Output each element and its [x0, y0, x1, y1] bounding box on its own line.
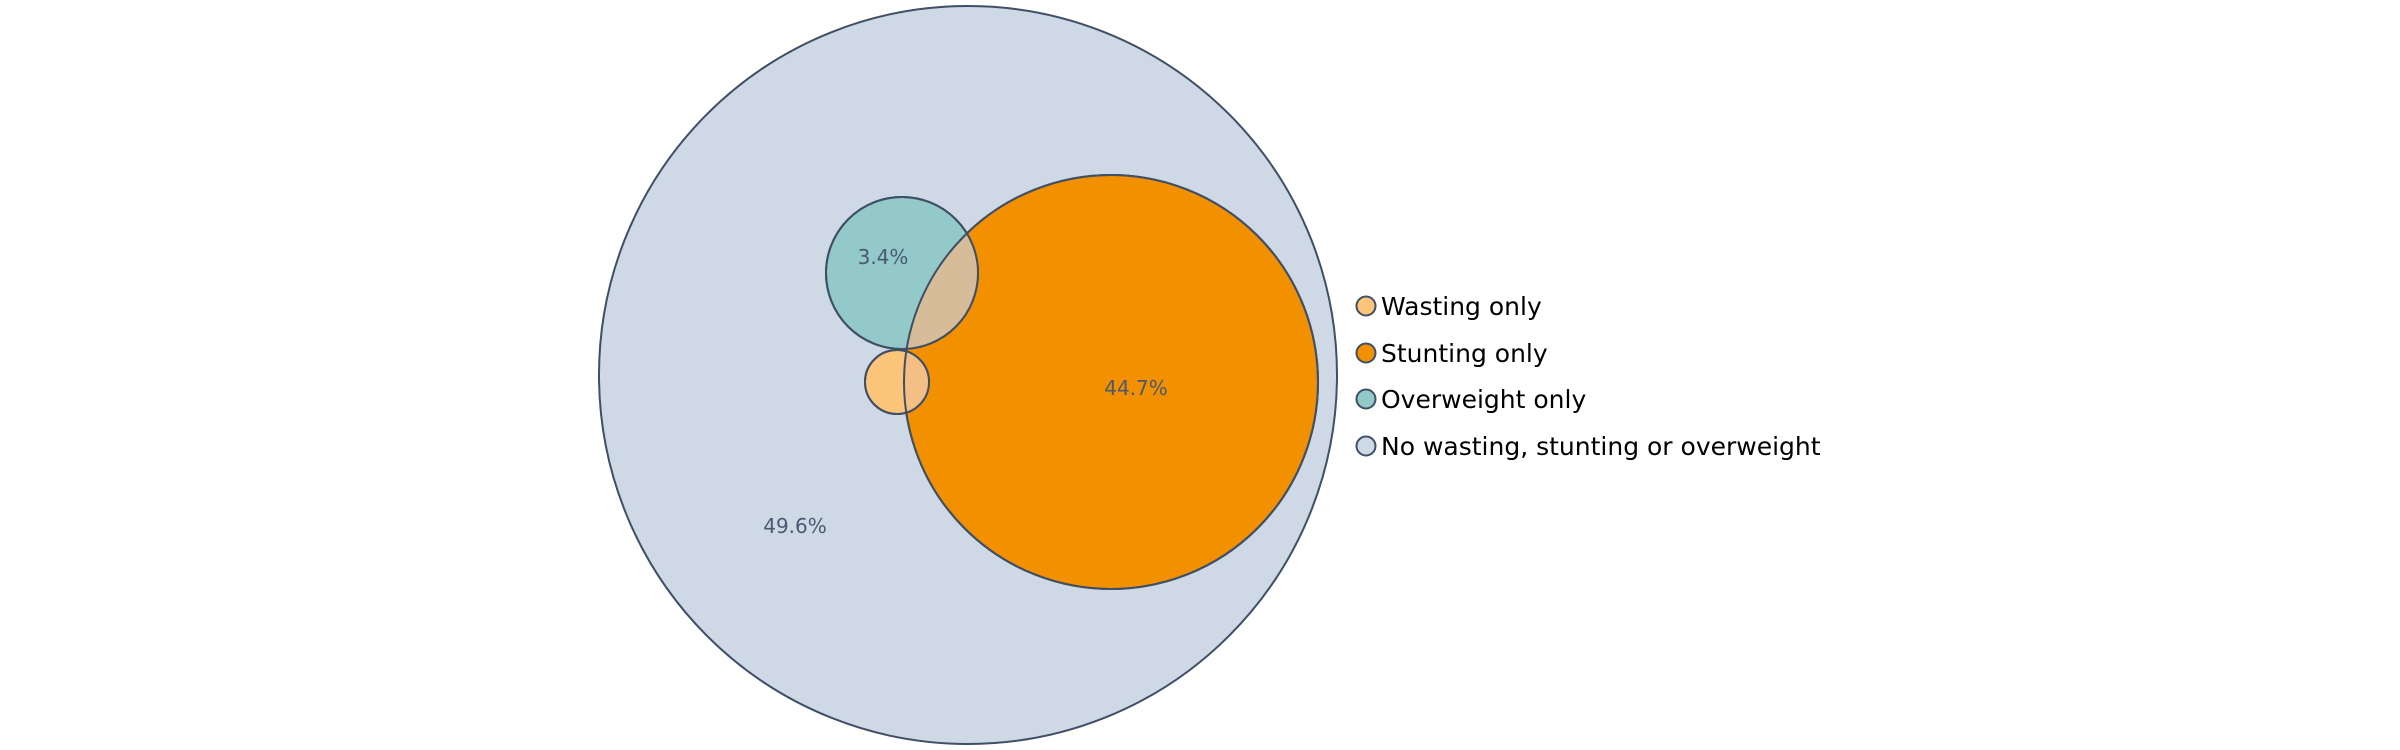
legend-item-stunting: Stunting only [1355, 339, 1548, 368]
none-value-label: 49.6% [763, 514, 827, 538]
wasting-outline [864, 349, 930, 415]
legend: Wasting only Stunting only Overweight on… [1355, 292, 1821, 461]
legend-item-wasting: Wasting only [1355, 292, 1542, 321]
legend-label-overweight: Overweight only [1381, 385, 1586, 414]
legend-marker-stunting [1355, 342, 1377, 364]
legend-marker-wasting [1355, 295, 1377, 317]
legend-marker-none [1355, 435, 1377, 457]
legend-label-stunting: Stunting only [1381, 339, 1548, 368]
overweight-value-label: 3.4% [858, 245, 909, 269]
legend-label-none: No wasting, stunting or overweight [1381, 432, 1821, 461]
stunting-value-label: 44.7% [1104, 376, 1168, 400]
stunting-wasting-overlap [904, 350, 929, 414]
stunting-outline [903, 174, 1319, 590]
legend-marker-overweight [1355, 388, 1377, 410]
overweight-outline [825, 196, 979, 350]
legend-item-overweight: Overweight only [1355, 385, 1586, 414]
legend-label-wasting: Wasting only [1381, 292, 1542, 321]
legend-item-none: No wasting, stunting or overweight [1355, 432, 1821, 461]
